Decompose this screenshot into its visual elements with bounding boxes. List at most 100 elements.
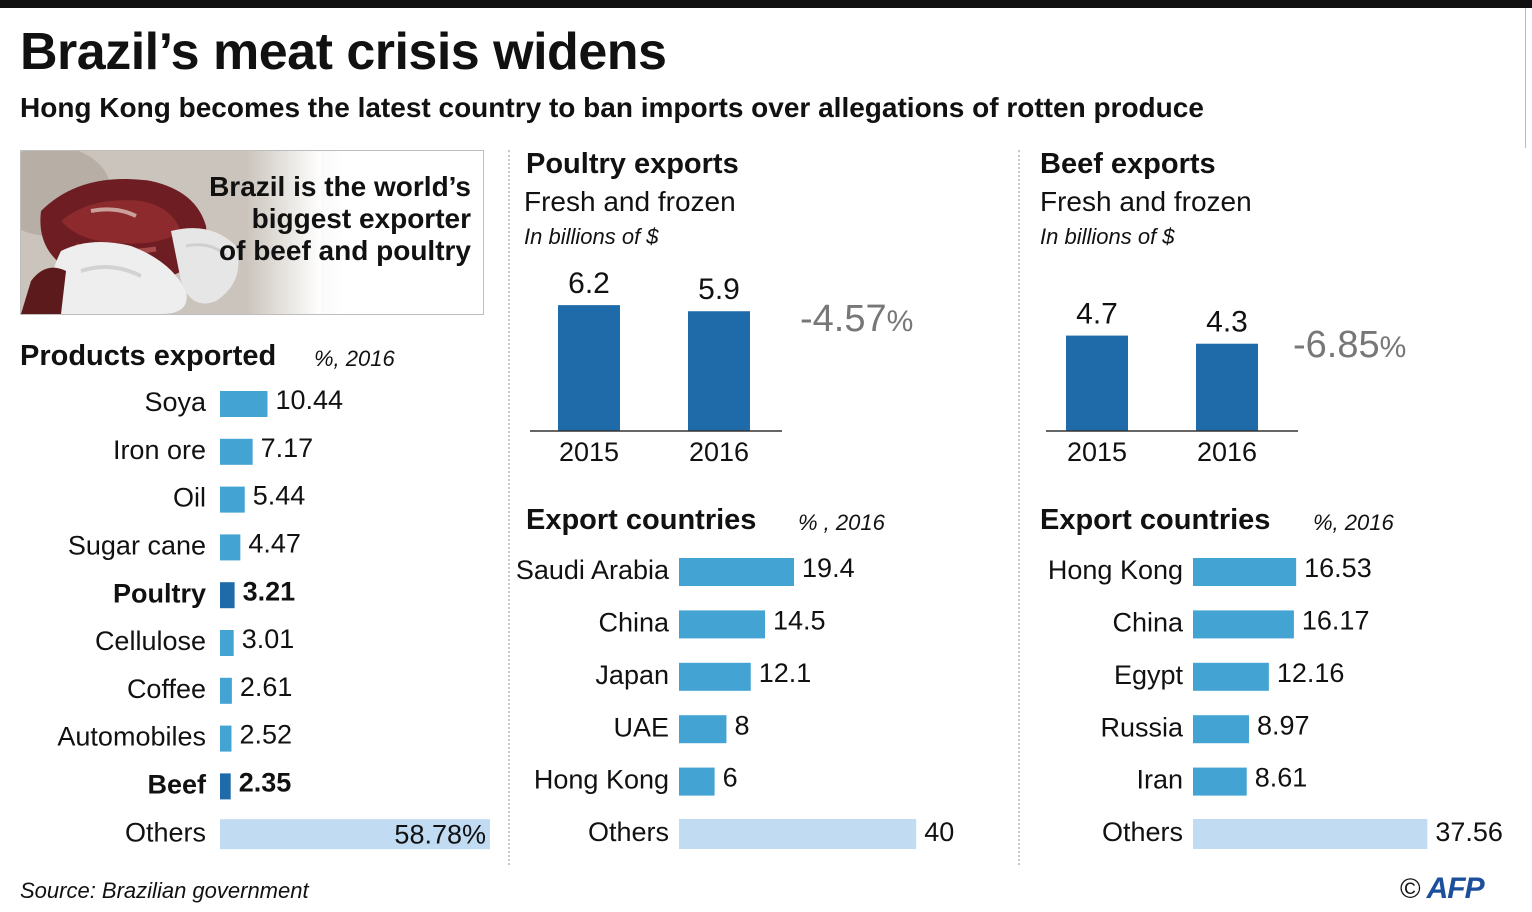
column-2015 [1066,335,1128,431]
bar-cellulose [220,630,234,656]
category-label-poultry: Poultry [113,578,206,608]
category-label-beef: Beef [147,770,207,800]
column-value-2016: 5.9 [698,273,740,306]
top-rule [0,0,1532,8]
column-value-2016: 4.3 [1206,306,1248,339]
bar-china [1193,610,1294,639]
category-label-saudi-arabia: Saudi Arabia [516,555,670,585]
category-label-russia: Russia [1100,712,1184,742]
value-label-others: 40 [924,817,954,847]
meat-in-gloved-hands-photo [21,151,321,314]
category-label-others: Others [588,817,669,847]
products-unit: %, 2016 [314,346,395,371]
bar-uae [679,715,727,744]
bar-iron-ore [220,438,253,465]
value-label-china: 14.5 [773,606,826,636]
column-year-2015: 2015 [559,437,619,467]
beef-countries-unit: %, 2016 [1313,510,1394,535]
page-title: Brazil’s meat crisis widens [20,23,667,81]
value-label-uae: 8 [734,710,749,740]
photo-box: Brazil is the world’s biggest exporter o… [20,150,484,315]
value-label-others: 37.56 [1435,817,1503,847]
column-divider [1018,150,1020,865]
beef-countries-title: Export countries [1040,504,1271,536]
photo-caption-line: Brazil is the world’s [209,171,471,202]
value-label-egypt: 12.16 [1277,658,1345,688]
value-label-iron-ore: 7.17 [261,433,314,463]
bar-poultry [220,582,235,609]
photo-caption-line: of beef and poultry [219,235,471,266]
poultry-exports-unit: In billions of $ [524,224,659,249]
poultry-change-value: -4.57 [800,298,887,340]
beef-change-unit: % [1379,331,1407,364]
value-label-hong-kong: 16.53 [1304,553,1372,583]
column-value-2015: 4.7 [1076,298,1118,331]
poultry-countries-title: Export countries [526,504,757,536]
bar-others [220,819,490,850]
column-year-2015: 2015 [1067,437,1127,467]
photo-caption: Brazil is the world’s biggest exporter o… [209,171,471,267]
bar-russia [1193,715,1249,744]
category-label-iron-ore: Iron ore [113,435,206,465]
category-label-cellulose: Cellulose [95,626,206,656]
bar-japan [679,662,751,691]
value-label-russia: 8.97 [1257,710,1310,740]
column-year-2016: 2016 [1197,437,1257,467]
source-note: Source: Brazilian government [20,878,309,903]
bar-hong-kong [1193,558,1297,586]
credit: © AFP [1400,872,1485,906]
category-label-oil: Oil [173,483,206,513]
category-label-iran: Iran [1136,765,1183,795]
category-label-china: China [598,608,670,638]
category-label-others: Others [1102,817,1183,847]
beef-exports-subtitle: Fresh and frozen [1040,186,1252,217]
category-label-automobiles: Automobiles [57,722,206,752]
value-label-cellulose: 3.01 [242,624,295,654]
category-label-japan: Japan [595,660,669,690]
column-2015 [558,305,620,431]
column-2016 [688,311,750,431]
category-label-china: China [1112,608,1184,638]
value-label-poultry: 3.21 [243,576,296,606]
column-year-2016: 2016 [689,437,749,467]
column-2016 [1196,343,1258,431]
right-rule [1525,8,1526,148]
value-label-sugar-cane: 4.47 [248,529,301,559]
bar-china [679,610,765,639]
category-label-soya: Soya [144,387,207,417]
beef-countries-chart: Hong Kong 16.53 China 16.17 Egypt 12.16 Russia… [1048,553,1503,849]
page-subtitle: Hong Kong becomes the latest country to … [20,92,1204,123]
bar-soya [220,391,268,417]
category-label-hong-kong: Hong Kong [1048,555,1183,585]
products-title: Products exported [20,340,277,372]
poultry-change-unit: % [886,305,914,338]
column-value-2015: 6.2 [568,267,610,300]
value-label-beef: 2.35 [239,768,292,798]
poultry-countries-chart: Saudi Arabia 19.4 China 14.5 Japan 12.1 UAE 8 Ho… [516,553,954,849]
poultry-exports-chart: 6.2 2015 5.9 2016 [530,267,782,467]
category-label-others: Others [125,817,206,847]
beef-change-value: -6.85 [1293,324,1380,366]
bar-hong-kong [679,767,715,796]
bar-others [1193,819,1428,849]
bar-egypt [1193,662,1269,691]
bar-beef [220,773,231,800]
bar-sugar-cane [220,534,241,561]
value-label-hong-kong: 6 [723,763,738,793]
bar-coffee [220,677,232,704]
value-label-oil: 5.44 [253,481,306,511]
value-label-soya: 10.44 [276,385,344,415]
value-label-others: 58.78% [394,819,486,849]
value-label-iran: 8.61 [1255,763,1308,793]
afp-logo: AFP [1426,872,1485,905]
value-label-automobiles: 2.52 [239,720,292,750]
bar-automobiles [220,725,232,752]
poultry-exports-subtitle: Fresh and frozen [524,186,736,217]
poultry-countries-unit: % , 2016 [798,510,885,535]
poultry-exports-title: Poultry exports [526,148,739,180]
products-chart: Soya 10.44 Iron ore 7.17 Oil 5.44 Sugar cane 4.… [57,385,490,850]
value-label-saudi-arabia: 19.4 [802,553,855,583]
beef-exports-chart: 4.7 2015 4.3 2016 [1046,298,1298,467]
value-label-japan: 12.1 [759,658,812,688]
bar-oil [220,486,245,513]
